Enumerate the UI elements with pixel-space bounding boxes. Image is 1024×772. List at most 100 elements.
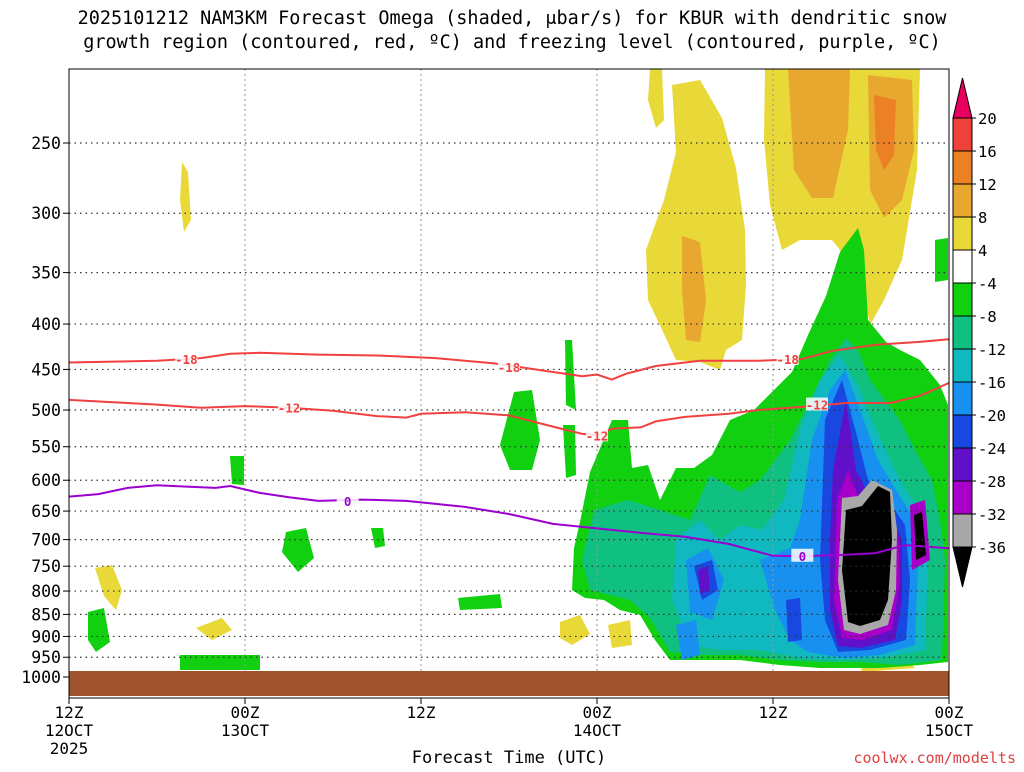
colorbar-segment bbox=[952, 282, 973, 317]
omega-negative-region bbox=[786, 598, 802, 642]
colorbar-segment bbox=[952, 117, 973, 152]
x-tick-date-label: 14OCT bbox=[573, 721, 622, 740]
omega-positive-region bbox=[95, 565, 122, 610]
omega-positive-region bbox=[682, 236, 706, 342]
chart-title-line1: 2025101212 NAM3KM Forecast Omega (shaded… bbox=[78, 8, 948, 29]
colorbar-label: 8 bbox=[978, 209, 987, 227]
omega-positive-region bbox=[874, 95, 896, 170]
colorbar-segment bbox=[952, 480, 973, 515]
omega-positive-region bbox=[608, 620, 632, 648]
omega-negative-region bbox=[914, 512, 926, 560]
y-tick-label: 350 bbox=[31, 264, 61, 283]
y-tick-label: 600 bbox=[31, 471, 61, 490]
contour-label: 0 bbox=[344, 494, 352, 509]
contour-label-background bbox=[175, 352, 198, 366]
omega-positive-region bbox=[648, 69, 664, 128]
omega-positive-region bbox=[180, 162, 191, 232]
x-tick-label: 12Z bbox=[55, 703, 84, 722]
colorbar-label: 12 bbox=[978, 176, 997, 194]
contour-line-red bbox=[69, 338, 949, 381]
colorbar-segment bbox=[952, 150, 973, 185]
omega-shading bbox=[88, 69, 948, 672]
pressure-gridlines bbox=[69, 142, 949, 658]
omega-negative-region bbox=[842, 486, 892, 626]
omega-negative-region bbox=[282, 528, 314, 572]
x-tick-label: 00Z bbox=[935, 703, 964, 722]
omega-negative-region bbox=[935, 238, 948, 282]
colorbar-label: 16 bbox=[978, 143, 997, 161]
colorbar-segment bbox=[952, 447, 973, 482]
colorbar-segment bbox=[952, 513, 973, 548]
colorbar-label: -32 bbox=[978, 506, 1006, 524]
colorbar-label: -12 bbox=[978, 341, 1006, 359]
x-tick-label: 12Z bbox=[759, 703, 788, 722]
colorbar-segment bbox=[952, 414, 973, 449]
omega-negative-region bbox=[698, 566, 710, 594]
omega-negative-region bbox=[371, 528, 385, 548]
omega-negative-region bbox=[88, 608, 110, 652]
contour-label: 0 bbox=[799, 549, 807, 564]
y-tick-label: 950 bbox=[31, 648, 61, 667]
contour-label-background bbox=[776, 352, 799, 366]
y-tick-label: 250 bbox=[31, 134, 61, 153]
x-tick-label: 00Z bbox=[583, 703, 612, 722]
contour-label: -18 bbox=[776, 352, 799, 367]
colorbar-legend: 20 16 12 8 4 -4 -8 -12 -16 -20 -24 -28 -32 -36 bbox=[952, 77, 1006, 588]
colorbar-segment bbox=[952, 183, 973, 218]
x-tick-date-label: 15OCT bbox=[925, 721, 974, 740]
colorbar-segment bbox=[952, 381, 973, 416]
contour-label-background bbox=[336, 493, 359, 507]
omega-positive-region bbox=[560, 615, 590, 645]
y-tick-label: 550 bbox=[31, 438, 61, 457]
omega-negative-region bbox=[180, 655, 260, 670]
colorbar-segment bbox=[952, 348, 973, 383]
colorbar-label: 20 bbox=[978, 110, 997, 128]
colorbar-segment bbox=[952, 77, 973, 119]
colorbar-segment bbox=[952, 216, 973, 251]
omega-negative-region bbox=[230, 456, 244, 485]
contour-label-background bbox=[791, 548, 814, 562]
y-tick-label: 500 bbox=[31, 401, 61, 420]
x-tick-label: 00Z bbox=[231, 703, 260, 722]
omega-positive-region bbox=[788, 69, 850, 198]
x-tick-label: 12Z bbox=[407, 703, 436, 722]
contour-line-red bbox=[69, 381, 949, 437]
contour-label-background bbox=[586, 428, 608, 442]
omega-negative-region bbox=[676, 620, 700, 660]
contour-label-background bbox=[278, 400, 300, 414]
y-tick-label: 650 bbox=[31, 502, 61, 521]
y-tick-label: 900 bbox=[31, 627, 61, 646]
ground-terrain bbox=[69, 671, 949, 696]
y-tick-label: 300 bbox=[31, 204, 61, 223]
colorbar-label: -28 bbox=[978, 473, 1006, 491]
omega-negative-region bbox=[500, 390, 540, 470]
contour-label: -12 bbox=[278, 401, 301, 416]
colorbar-label: 4 bbox=[978, 242, 987, 260]
contour-label-background bbox=[806, 397, 828, 411]
colorbar-label: -24 bbox=[978, 440, 1006, 458]
omega-positive-region bbox=[196, 618, 232, 640]
colorbar-label: -4 bbox=[978, 275, 997, 293]
colorbar-segment bbox=[952, 249, 973, 284]
colorbar-segment bbox=[952, 315, 973, 350]
y-tick-label: 1000 bbox=[21, 668, 61, 687]
omega-negative-region bbox=[563, 425, 576, 478]
x-axis-label: Forecast Time (UTC) bbox=[412, 748, 606, 768]
plot-frame bbox=[68, 68, 950, 699]
colorbar-segment bbox=[952, 546, 973, 588]
y-tick-label: 850 bbox=[31, 605, 61, 624]
y-tick-label: 450 bbox=[31, 360, 61, 379]
y-tick-label: 700 bbox=[31, 531, 61, 550]
temperature-contours: -18 -18 -18 -12 -12 -12 0 0 bbox=[69, 338, 949, 564]
omega-negative-region bbox=[458, 594, 502, 610]
contour-label: -12 bbox=[586, 428, 609, 443]
contour-label: -18 bbox=[175, 352, 198, 367]
x-tick-year-label: 2025 bbox=[50, 739, 89, 758]
credit-text: coolwx.com/modelts bbox=[853, 749, 1016, 767]
colorbar-label: -20 bbox=[978, 407, 1006, 425]
y-tick-label: 750 bbox=[31, 557, 61, 576]
colorbar-label: -8 bbox=[978, 308, 997, 326]
